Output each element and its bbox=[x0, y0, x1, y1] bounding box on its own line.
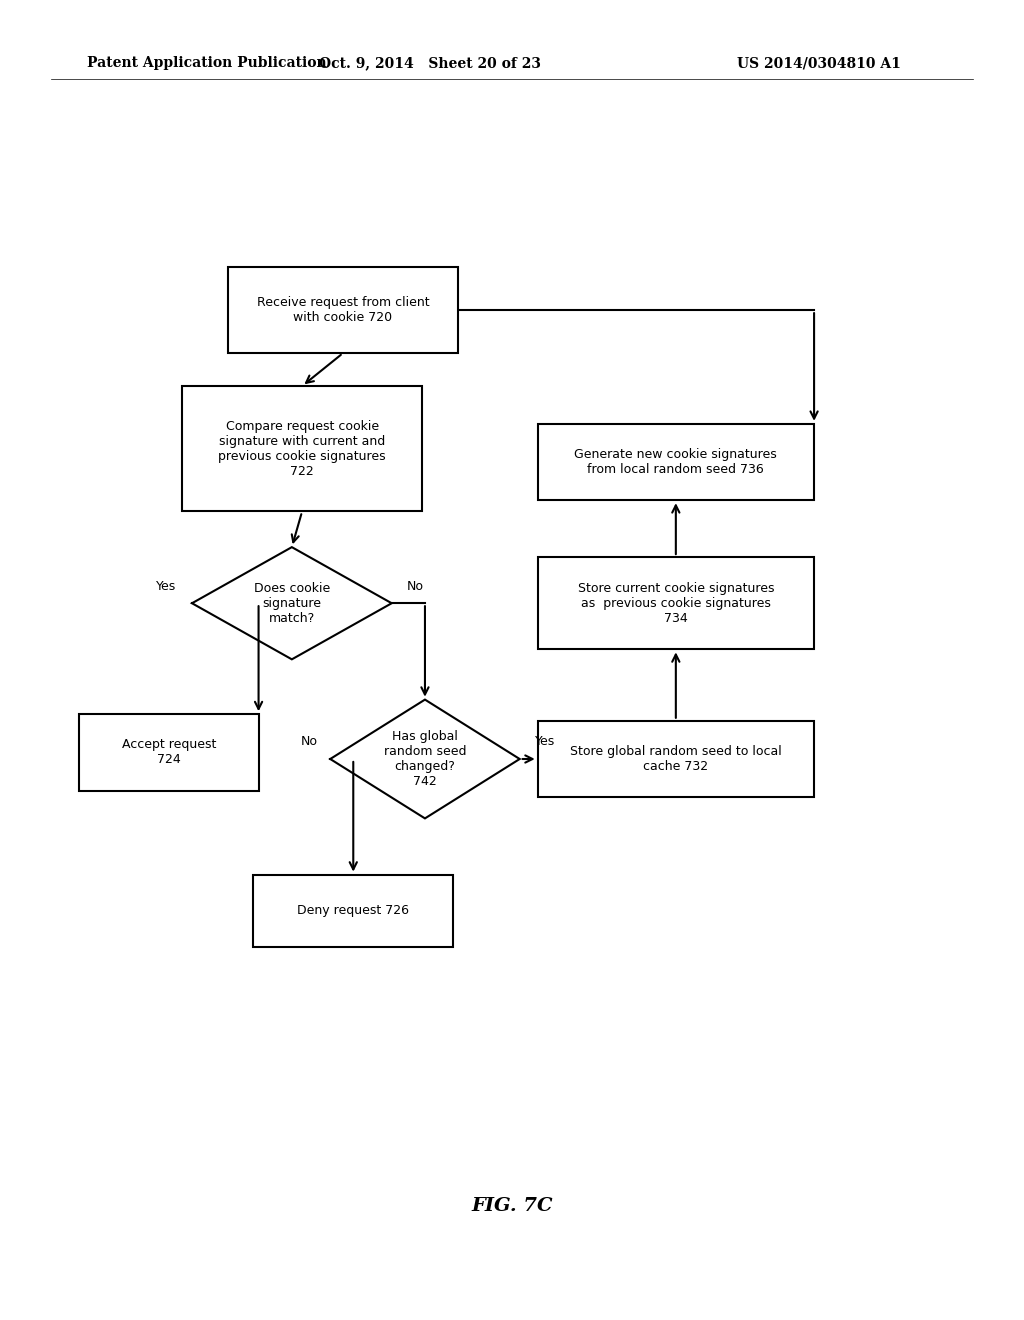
FancyBboxPatch shape bbox=[253, 875, 453, 948]
Text: US 2014/0304810 A1: US 2014/0304810 A1 bbox=[737, 57, 901, 70]
FancyBboxPatch shape bbox=[182, 385, 422, 511]
Text: Store current cookie signatures
as  previous cookie signatures
734: Store current cookie signatures as previ… bbox=[578, 582, 774, 624]
Text: Deny request 726: Deny request 726 bbox=[297, 904, 410, 917]
Text: No: No bbox=[407, 579, 424, 593]
Text: Yes: Yes bbox=[535, 735, 555, 748]
FancyBboxPatch shape bbox=[80, 714, 258, 791]
Text: Oct. 9, 2014   Sheet 20 of 23: Oct. 9, 2014 Sheet 20 of 23 bbox=[319, 57, 541, 70]
Polygon shape bbox=[191, 546, 391, 659]
Text: Generate new cookie signatures
from local random seed 736: Generate new cookie signatures from loca… bbox=[574, 447, 777, 477]
Text: Compare request cookie
signature with current and
previous cookie signatures
722: Compare request cookie signature with cu… bbox=[218, 420, 386, 478]
Text: Has global
random seed
changed?
742: Has global random seed changed? 742 bbox=[384, 730, 466, 788]
FancyBboxPatch shape bbox=[538, 557, 814, 649]
Text: Yes: Yes bbox=[157, 579, 176, 593]
Text: Receive request from client
with cookie 720: Receive request from client with cookie … bbox=[257, 296, 429, 325]
Text: No: No bbox=[301, 735, 317, 748]
Text: Patent Application Publication: Patent Application Publication bbox=[87, 57, 327, 70]
Text: Accept request
724: Accept request 724 bbox=[122, 738, 216, 767]
FancyBboxPatch shape bbox=[228, 267, 459, 352]
FancyBboxPatch shape bbox=[538, 424, 814, 500]
FancyBboxPatch shape bbox=[538, 721, 814, 797]
Text: FIG. 7C: FIG. 7C bbox=[471, 1197, 553, 1216]
Polygon shape bbox=[330, 700, 519, 818]
Text: Does cookie
signature
match?: Does cookie signature match? bbox=[254, 582, 330, 624]
Text: Store global random seed to local
cache 732: Store global random seed to local cache … bbox=[570, 744, 781, 774]
